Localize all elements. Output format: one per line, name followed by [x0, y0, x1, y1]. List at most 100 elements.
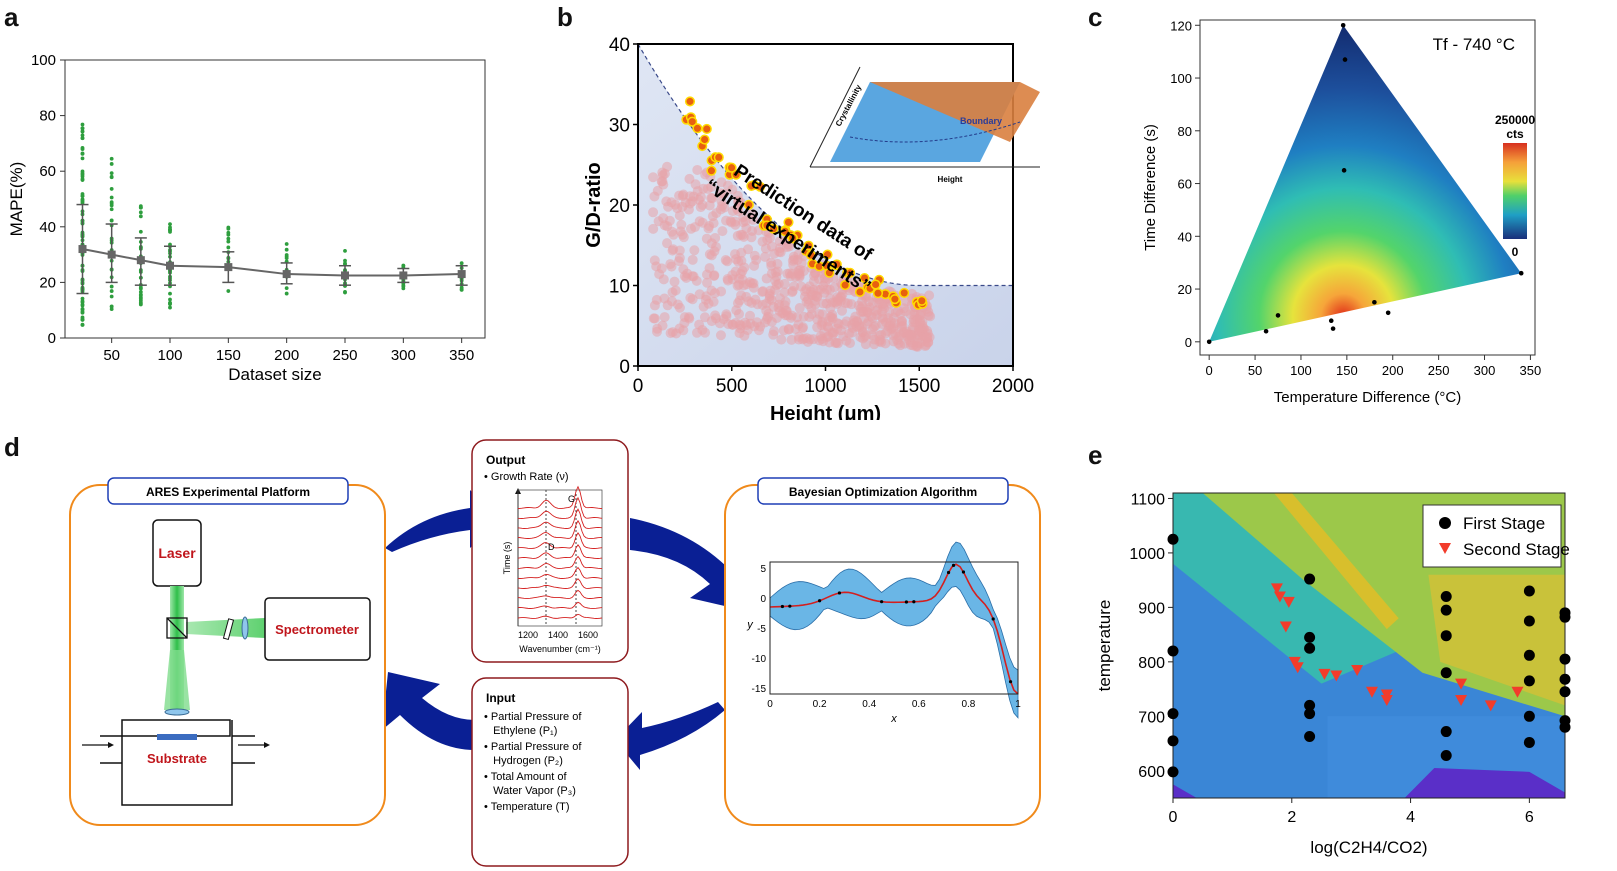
second-stage-point	[1511, 686, 1524, 698]
sample-point	[1263, 328, 1269, 334]
raman-spectrum	[517, 531, 603, 549]
prediction-point	[786, 310, 797, 321]
prediction-point	[783, 323, 794, 334]
data-point	[226, 239, 231, 244]
prediction-point	[812, 322, 823, 333]
chamber-ports	[100, 735, 255, 764]
prediction-point	[766, 257, 777, 268]
data-point	[80, 315, 85, 320]
first-stage-point	[1167, 645, 1179, 657]
prediction-point	[831, 298, 842, 309]
first-stage-point	[1440, 726, 1452, 738]
inset-x-label: Height	[938, 175, 963, 184]
prediction-point	[720, 255, 731, 266]
second-stage-point	[1365, 686, 1378, 698]
arrow-output-to-bo	[630, 518, 748, 610]
data-point	[109, 207, 114, 212]
data-point	[80, 300, 85, 305]
y-axis-label: MAPE(%)	[7, 162, 26, 237]
beamsplitter-diagonal	[166, 617, 188, 639]
prediction-point	[697, 200, 708, 211]
observation-point	[912, 600, 916, 604]
data-point	[226, 230, 231, 235]
boundary-point	[787, 232, 798, 244]
first-stage-point	[1304, 699, 1316, 711]
y-tick-label: 40	[39, 219, 56, 236]
prediction-point	[709, 288, 720, 299]
first-stage-point	[1523, 736, 1535, 748]
prediction-point	[700, 327, 711, 338]
second-stage-point	[1455, 694, 1468, 706]
diagram-d-autonomous-loop: ARES Experimental Platform Laser Spectro…	[69, 439, 1041, 867]
first-stage-point	[1167, 735, 1179, 747]
prediction-point	[648, 223, 659, 234]
data-point	[80, 177, 85, 181]
prediction-point	[814, 308, 825, 319]
raman-spectrum	[517, 508, 603, 529]
prediction-point	[710, 313, 721, 324]
y-tick-label: 30	[609, 116, 630, 137]
prediction-point	[729, 249, 740, 260]
prediction-point	[727, 319, 738, 330]
prediction-point	[839, 319, 850, 330]
prediction-point	[648, 207, 659, 218]
lens-icon-h	[241, 616, 249, 640]
data-point	[80, 133, 85, 138]
prediction-point	[746, 297, 757, 308]
prediction-point	[877, 313, 888, 324]
y-tick-label: 600	[1138, 764, 1165, 781]
second-stage-point	[1279, 621, 1292, 633]
peak-d-label: D	[548, 542, 555, 552]
prediction-point	[666, 261, 677, 272]
bo-title-box	[757, 477, 1009, 505]
prediction-point	[707, 193, 718, 204]
laser-label: Laser	[158, 545, 196, 561]
input-title: Input	[486, 691, 515, 705]
second-stage-point	[1455, 678, 1468, 690]
raman-spectrum	[517, 544, 603, 559]
prediction-point	[761, 273, 772, 284]
prediction-point	[648, 313, 659, 324]
data-point	[138, 295, 143, 300]
sample-point	[1206, 339, 1212, 345]
boundary-point	[803, 240, 814, 251]
boundary-point	[783, 217, 794, 228]
x-tick-label: 150	[216, 347, 241, 364]
prediction-point	[774, 243, 785, 254]
first-stage-point	[1523, 675, 1535, 687]
prediction-point	[764, 291, 775, 302]
region-yellow	[1428, 574, 1565, 706]
inset-boundary-label: Boundary	[960, 116, 1002, 126]
sample-point	[1340, 22, 1346, 28]
boundary-point	[706, 165, 717, 176]
y-tick-label: -15	[752, 684, 767, 695]
boundary-point	[726, 162, 737, 173]
boundary-point	[840, 280, 851, 291]
input-item-3: Hydrogen (P₂)	[484, 755, 563, 767]
data-point	[109, 201, 114, 206]
data-point	[80, 136, 85, 140]
boundary-point	[701, 123, 712, 135]
sample-point	[1372, 299, 1377, 305]
data-point	[138, 301, 143, 306]
x-tick-label: 0	[767, 699, 773, 710]
prediction-point	[825, 293, 836, 304]
first-stage-point	[1559, 611, 1571, 623]
boundary-point	[684, 96, 696, 107]
prediction-point	[659, 312, 670, 323]
prediction-point	[732, 298, 743, 309]
boundary-point	[743, 199, 754, 210]
x-tick-label: 0.4	[862, 699, 876, 710]
prediction-point	[794, 303, 805, 314]
output-callout	[471, 439, 629, 663]
prediction-point	[741, 223, 752, 234]
data-point	[168, 222, 172, 227]
data-point	[138, 214, 143, 219]
output-raman-plot: D G 1200 1400 1600 Wavenumber (cm⁻¹) Time (s)	[502, 485, 603, 654]
y-tick-label: 60	[39, 163, 56, 180]
data-point	[343, 258, 347, 263]
prediction-point	[679, 312, 690, 323]
prediction-point	[662, 221, 673, 232]
data-point	[284, 253, 289, 257]
y-tick-label: -10	[752, 654, 767, 665]
